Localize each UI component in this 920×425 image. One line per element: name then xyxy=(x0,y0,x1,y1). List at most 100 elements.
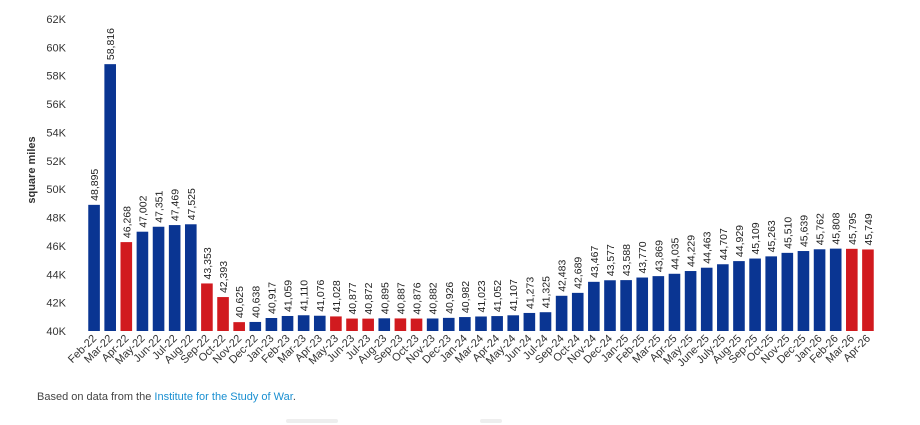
data-label: 43,588 xyxy=(621,244,633,276)
data-label: 43,869 xyxy=(653,240,665,272)
bar xyxy=(475,316,487,331)
data-label: 44,463 xyxy=(702,231,714,263)
bar xyxy=(620,280,632,331)
source-prefix: Based on data from the xyxy=(37,391,155,403)
bars xyxy=(88,64,874,332)
bar xyxy=(281,315,294,331)
bar xyxy=(862,249,874,331)
bar xyxy=(523,312,536,331)
y-tick-label: 50K xyxy=(46,184,66,196)
data-label: 40,625 xyxy=(234,286,246,318)
data-label: 43,353 xyxy=(202,247,214,279)
bar xyxy=(491,316,503,331)
data-label: 47,525 xyxy=(186,188,198,220)
bar xyxy=(362,318,374,331)
data-label: 41,273 xyxy=(524,277,536,309)
bar xyxy=(588,281,600,331)
data-label: 41,023 xyxy=(476,280,488,312)
bar xyxy=(426,318,439,331)
data-label: 41,325 xyxy=(540,276,552,308)
bar xyxy=(571,292,584,331)
data-label: 44,035 xyxy=(669,238,681,270)
bar xyxy=(442,317,455,331)
data-label: 40,872 xyxy=(363,282,375,314)
data-label: 47,469 xyxy=(170,189,182,221)
y-tick-label: 60K xyxy=(46,42,66,54)
data-label: 42,483 xyxy=(557,260,569,292)
data-label: 41,028 xyxy=(331,280,343,312)
bar xyxy=(297,315,310,331)
data-label: 41,107 xyxy=(508,279,520,311)
bar xyxy=(507,315,520,331)
y-tick-label: 56K xyxy=(46,99,66,111)
data-label: 45,749 xyxy=(863,213,875,245)
bar xyxy=(846,248,858,331)
bar xyxy=(717,264,729,331)
bar xyxy=(330,316,342,331)
data-label: 42,689 xyxy=(573,257,585,289)
bar xyxy=(539,312,552,331)
bar xyxy=(797,251,810,331)
data-label: 45,263 xyxy=(766,220,778,252)
y-tick-label: 54K xyxy=(46,127,66,139)
data-label: 41,052 xyxy=(492,280,504,312)
y-tick-label: 44K xyxy=(46,269,66,281)
data-label: 45,808 xyxy=(831,212,843,244)
data-label: 40,887 xyxy=(395,282,407,314)
bar xyxy=(120,242,133,331)
bar xyxy=(765,256,778,331)
y-axis-title: square miles xyxy=(26,136,38,203)
bar xyxy=(346,318,358,331)
data-label: 43,770 xyxy=(637,241,649,273)
bar xyxy=(394,318,407,331)
data-label: 47,351 xyxy=(154,190,166,222)
data-label: 46,268 xyxy=(121,206,133,238)
y-tick-label: 40K xyxy=(46,326,66,338)
data-label: 47,002 xyxy=(137,195,149,227)
data-label: 45,510 xyxy=(782,217,794,249)
bar xyxy=(781,252,794,331)
bar xyxy=(201,283,213,331)
bar xyxy=(249,321,262,331)
bar xyxy=(168,225,181,331)
data-label: 48,895 xyxy=(89,169,101,201)
data-label: 40,917 xyxy=(266,282,278,314)
source-suffix: . xyxy=(292,391,296,403)
data-label: 40,982 xyxy=(460,281,472,313)
data-label: 45,109 xyxy=(750,222,762,254)
bar xyxy=(733,261,745,331)
y-axis: 40K 42K 44K 46K 48K 50K 52K 54K 56K 58K 60K 62K xyxy=(46,14,66,338)
data-label: 44,707 xyxy=(718,228,730,260)
data-label: 45,639 xyxy=(798,215,810,247)
source-link[interactable]: Institute for the Study of War xyxy=(154,391,293,403)
bar xyxy=(265,318,278,331)
y-tick-label: 58K xyxy=(46,71,66,83)
data-label: 45,762 xyxy=(815,213,827,245)
bar xyxy=(104,64,116,332)
bar xyxy=(636,277,649,331)
bar xyxy=(88,204,100,331)
bar xyxy=(410,318,423,331)
bar xyxy=(700,267,713,331)
bar xyxy=(313,315,326,331)
bar-chart: 40K 42K 44K 46K 48K 50K 52K 54K 56K 58K 60K 62K squ… xyxy=(26,14,875,369)
y-tick-label: 46K xyxy=(46,241,66,253)
data-label: 41,059 xyxy=(283,280,295,312)
data-label: 40,895 xyxy=(379,282,391,314)
data-label: 40,876 xyxy=(412,282,424,314)
data-label: 41,110 xyxy=(299,280,311,311)
bar xyxy=(378,318,391,331)
scroll-indicator-right xyxy=(480,419,502,423)
source-note: Based on data from the Institute for the… xyxy=(37,391,296,403)
y-tick-label: 48K xyxy=(46,213,66,225)
bar xyxy=(829,248,842,331)
data-label: 40,926 xyxy=(444,282,456,314)
bar xyxy=(459,317,471,331)
scroll-indicator-left xyxy=(286,419,338,423)
data-labels: 48,895 58,816 46,268 47,002 47,351 47,469 47,5… xyxy=(89,28,875,318)
y-tick-label: 62K xyxy=(46,14,66,26)
data-label: 41,076 xyxy=(315,279,327,311)
data-label: 45,795 xyxy=(847,213,859,245)
y-tick-label: 52K xyxy=(46,156,66,168)
bar xyxy=(749,258,761,331)
